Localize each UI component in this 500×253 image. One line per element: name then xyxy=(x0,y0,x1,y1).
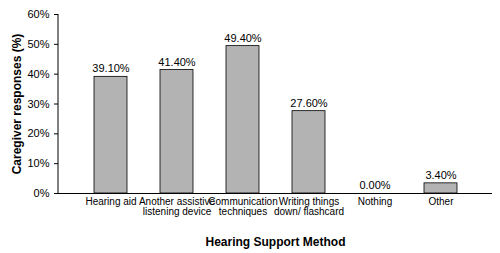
svg-text:20%: 20% xyxy=(27,127,49,139)
svg-text:Writing thingsdown/ flashcard: Writing thingsdown/ flashcard xyxy=(274,196,344,217)
svg-text:50%: 50% xyxy=(27,38,49,50)
svg-text:39.10%: 39.10% xyxy=(92,62,130,74)
svg-text:0%: 0% xyxy=(34,187,50,199)
svg-text:0.00%: 0.00% xyxy=(359,179,390,191)
svg-text:49.40%: 49.40% xyxy=(224,32,262,44)
svg-text:41.40%: 41.40% xyxy=(158,56,196,68)
svg-text:30%: 30% xyxy=(27,98,49,110)
svg-text:3.40%: 3.40% xyxy=(425,169,456,181)
svg-text:10%: 10% xyxy=(27,157,49,169)
svg-text:Caregiver responses (%): Caregiver responses (%) xyxy=(10,34,24,175)
svg-text:Nothing: Nothing xyxy=(358,196,392,207)
svg-text:40%: 40% xyxy=(27,68,49,80)
svg-text:Hearing Support Method: Hearing Support Method xyxy=(206,235,346,249)
svg-text:Hearing aid: Hearing aid xyxy=(85,196,136,207)
svg-text:27.60%: 27.60% xyxy=(290,97,328,109)
svg-text:Other: Other xyxy=(428,196,454,207)
svg-text:Communicationtechniques: Communicationtechniques xyxy=(208,196,277,217)
svg-text:60%: 60% xyxy=(27,8,49,20)
svg-text:Another assistivelistening dev: Another assistivelistening device xyxy=(139,196,216,217)
